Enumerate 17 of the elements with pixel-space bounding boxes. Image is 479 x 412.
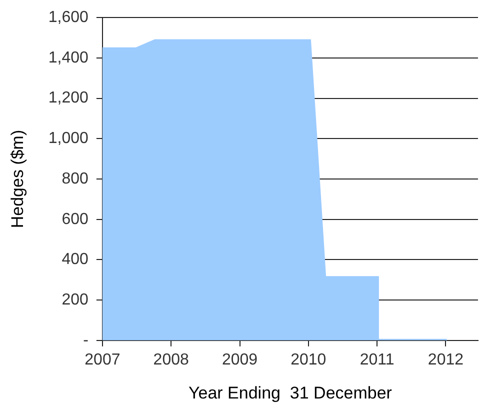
y-tick-label: 600	[62, 210, 89, 228]
x-tick-label: 2008	[153, 351, 189, 368]
x-tick-label: 2010	[290, 351, 326, 368]
x-axis-title: Year Ending 31 December	[188, 383, 392, 402]
y-tick-label: 200	[62, 291, 89, 308]
y-tick-label: 1,000	[48, 130, 89, 148]
x-tick-label: 2012	[428, 351, 464, 368]
y-tick-label: -	[83, 332, 88, 349]
x-tick-label: 2011	[360, 351, 394, 368]
y-tick-label: 400	[62, 251, 89, 268]
y-axis-title: Hedges ($m)	[8, 130, 27, 228]
y-tick-label: 800	[62, 170, 89, 188]
y-tick-label: 1,600	[48, 9, 89, 26]
y-tick-label: 1,200	[48, 90, 89, 107]
x-tick-label: 2007	[84, 351, 120, 368]
x-tick-label: 2009	[222, 351, 258, 368]
y-tick-label: 1,400	[48, 49, 89, 66]
